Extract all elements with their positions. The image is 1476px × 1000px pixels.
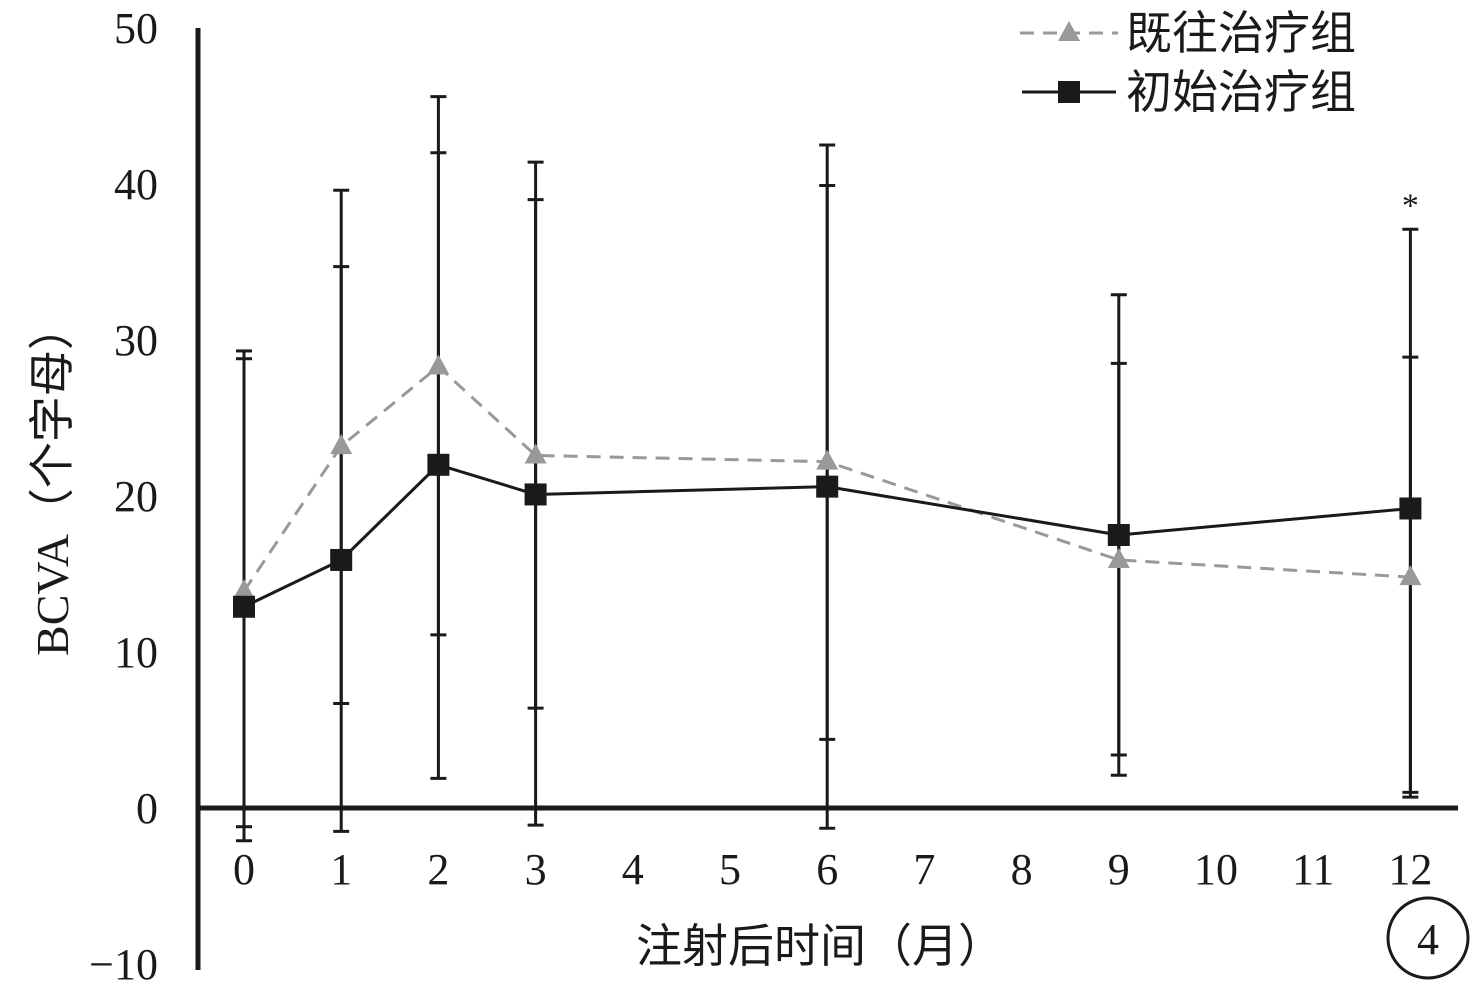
x-tick-label: 9 [1108,845,1130,894]
y-tick-label: 50 [114,4,158,53]
x-tick-label: 5 [719,845,741,894]
y-tick-label: 20 [114,472,158,521]
data-point-series-1 [1107,524,1130,546]
legend-marker-square [1058,81,1080,103]
data-point-series-1 [330,548,353,571]
x-tick-label: 0 [233,845,255,894]
legend-marker-triangle [1058,21,1080,41]
data-point-series-0 [427,354,450,375]
data-point-series-0 [1107,547,1130,568]
x-tick-label: 6 [816,845,838,894]
data-point-series-1 [427,453,450,476]
x-tick-label: 10 [1194,845,1238,894]
data-point-series-0 [1399,565,1422,586]
y-tick-label: 40 [114,160,158,209]
data-point-series-0 [816,449,839,470]
x-tick-label: 11 [1292,845,1334,894]
y-tick-label: −10 [89,940,158,989]
data-point-series-0 [233,579,255,600]
x-tick-label: 7 [913,845,935,894]
x-tick-labels: 0 1 2 3 4 5 6 7 8 9 10 11 12 [233,845,1432,894]
legend: 既往治疗组 初始治疗组 [1020,6,1356,119]
legend-item-series-0: 既往治疗组 [1020,6,1356,60]
data-point-series-1 [816,475,839,498]
legend-label-series-1: 初始治疗组 [1126,65,1356,119]
data-point-series-0 [524,443,547,464]
y-tick-label: 0 [136,784,158,833]
data-point-series-1 [1399,497,1422,520]
significance-marker: * [1402,188,1419,225]
x-tick-label: 12 [1388,845,1432,894]
panel-label: 4 [1386,896,1470,980]
x-tick-label: 1 [330,845,352,894]
data-point-series-1 [233,595,255,618]
panel-label-text: 4 [1417,915,1439,964]
y-tick-label: 10 [114,628,158,677]
panel-label-circle [1386,896,1470,980]
data-point-series-0 [330,434,353,455]
x-tick-label: 3 [525,845,547,894]
y-axis-title: BCVA（个字母） [27,304,78,656]
y-tick-label: 30 [114,316,158,365]
series-markers [233,354,1422,618]
x-tick-label: 2 [427,845,449,894]
x-axis-title: 注射后时间（月） [636,919,1004,973]
legend-label-series-0: 既往治疗组 [1126,6,1356,60]
legend-item-series-1: 初始治疗组 [1022,65,1356,119]
y-tick-labels: −10 0 10 20 30 40 50 [89,4,158,989]
x-tick-label: 8 [1011,845,1033,894]
data-point-series-1 [524,483,547,506]
x-tick-label: 4 [622,845,644,894]
